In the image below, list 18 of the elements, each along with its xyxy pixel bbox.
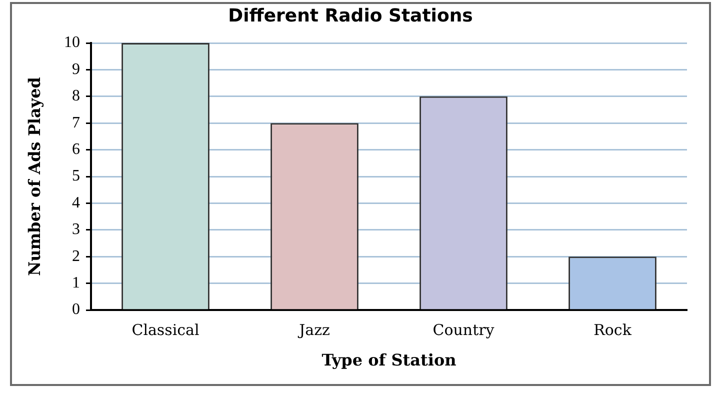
x-tick-label: Rock <box>594 320 632 339</box>
x-tick-label: Classical <box>132 320 200 339</box>
y-tick-label: 5 <box>72 168 80 185</box>
y-tick-label: 7 <box>72 114 80 132</box>
x-tick-label: Country <box>432 320 495 339</box>
x-tick-label: Jazz <box>297 320 330 339</box>
y-tick-label: 4 <box>72 194 80 212</box>
y-tick-label: 9 <box>72 60 80 78</box>
y-tick-label: 10 <box>64 34 80 52</box>
y-axis-title: Number of Ads Played <box>24 77 44 276</box>
y-tick-label: 6 <box>72 141 80 158</box>
y-tick-label: 2 <box>72 248 80 265</box>
y-tick-label: 1 <box>72 274 80 292</box>
y-tick-label: 3 <box>72 221 80 238</box>
chart-title: Different Radio Stations <box>228 5 473 26</box>
y-tick-label: 0 <box>72 301 80 318</box>
x-axis-title: Type of Station <box>322 350 457 370</box>
y-tick-label: 8 <box>72 88 80 105</box>
